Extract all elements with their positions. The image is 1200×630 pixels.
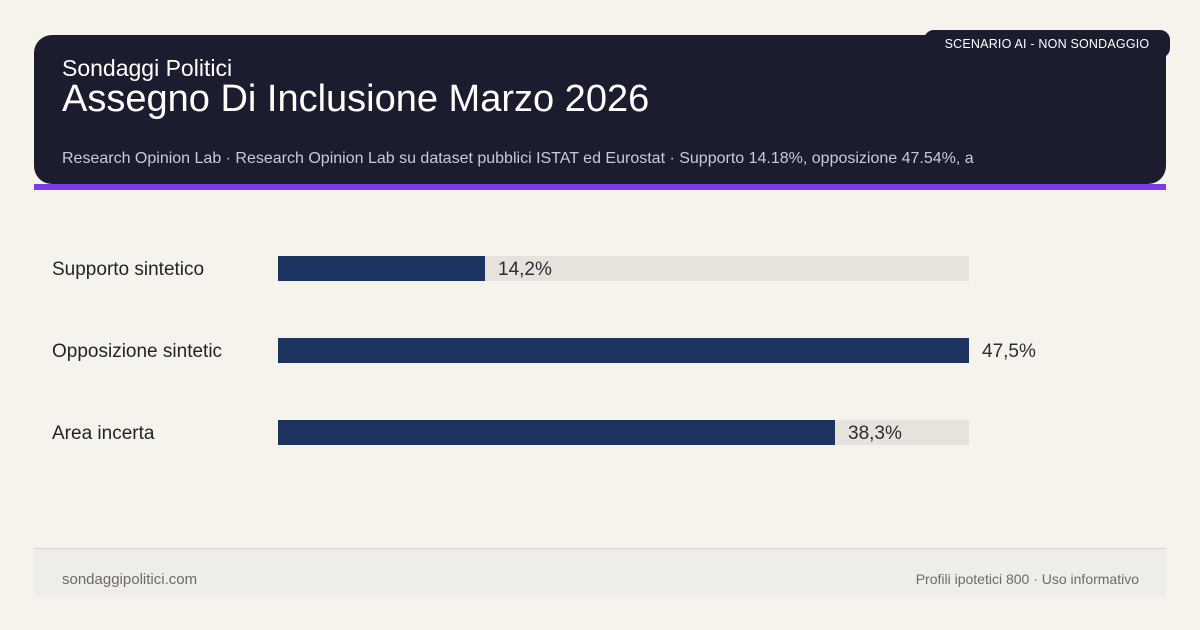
value-label: 38,3% — [848, 423, 902, 444]
value-label: 47,5% — [982, 341, 1036, 362]
accent-divider — [34, 184, 1166, 190]
source-line: Research Opinion Lab · Research Opinion … — [62, 150, 974, 167]
footer-site: sondaggipolitici.com — [62, 571, 198, 588]
bar — [278, 338, 969, 363]
category-label: Area incerta — [52, 423, 155, 444]
brand-name: Sondaggi Politici — [62, 55, 233, 81]
bar — [278, 420, 835, 445]
value-label: 14,2% — [498, 259, 552, 280]
page-title: Assegno Di Inclusione Marzo 2026 — [62, 78, 650, 120]
bar — [278, 256, 485, 281]
category-label: Opposizione sintetic — [52, 341, 223, 362]
category-label: Supporto sintetico — [52, 259, 205, 280]
scenario-badge: SCENARIO AI - NON SONDAGGIO — [924, 30, 1170, 58]
footer-note: Profili ipotetici 800 · Uso informativo — [915, 571, 1139, 587]
footer: sondaggipolitici.com Profili ipotetici 8… — [34, 548, 1166, 597]
header-banner: Sondaggi Politici Assegno Di Inclusione … — [34, 35, 1166, 184]
